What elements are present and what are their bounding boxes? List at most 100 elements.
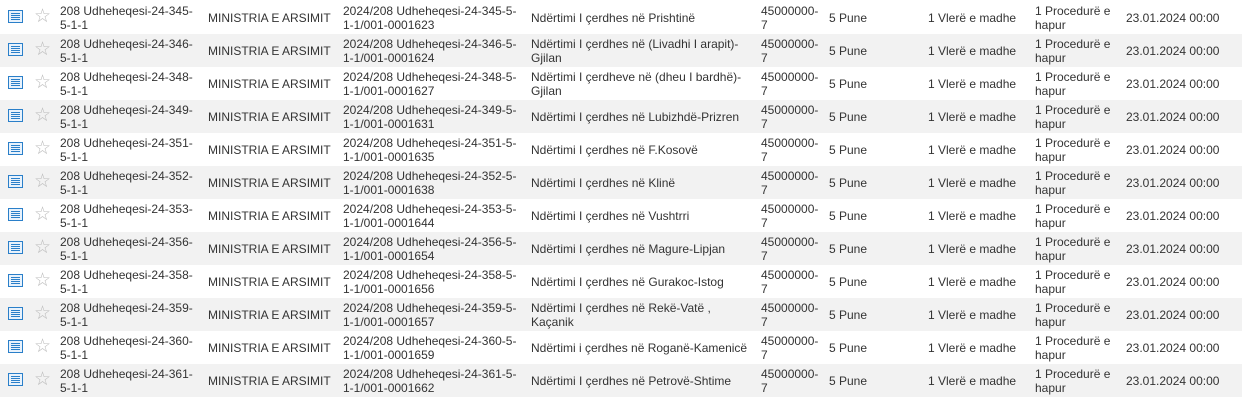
document-list-icon[interactable] [8,372,23,386]
cell-ref[interactable]: 2024/208 Udheheqesi-24-345-5-1-1/001-000… [343,3,517,32]
cell-value: 1 Vlerë e madhe [928,76,1017,91]
star-outline-icon[interactable]: ☆ [34,6,52,27]
cell-cpv: 45000000-7 [761,366,819,395]
cell-cpv: 45000000-7 [761,234,819,263]
document-list-icon[interactable] [8,240,23,254]
star-outline-icon[interactable]: ☆ [34,105,52,126]
cell-value: 1 Vlerë e madhe [928,373,1017,388]
cell-code[interactable]: 208 Udheheqesi-24-352-5-1-1 [60,168,193,197]
cell-type: 5 Pune [829,373,868,388]
cell-title[interactable]: Ndërtimi I çerdheve në (dheu I bardhë)-G… [531,69,742,98]
cell-cpv: 45000000-7 [761,135,819,164]
cell-ref[interactable]: 2024/208 Udheheqesi-24-359-5-1-1/001-000… [343,300,517,329]
document-list-icon[interactable] [8,174,23,188]
cell-title[interactable]: Ndërtimi I çerdhes në (Livadhi I arapit)… [531,36,739,65]
cell-code[interactable]: 208 Udheheqesi-24-346-5-1-1 [60,36,193,65]
cell-procedure: 1 Procedurë e hapur [1035,333,1111,362]
cell-date: 23.01.2024 00:00 [1126,373,1220,388]
cell-code[interactable]: 208 Udheheqesi-24-345-5-1-1 [60,3,193,32]
cell-date: 23.01.2024 00:00 [1126,10,1220,25]
cell-ref[interactable]: 2024/208 Udheheqesi-24-360-5-1-1/001-000… [343,333,517,362]
cell-ref[interactable]: 2024/208 Udheheqesi-24-356-5-1-1/001-000… [343,234,517,263]
cell-title[interactable]: Ndërtimi I çerdhes në Klinë [531,175,676,190]
cell-value: 1 Vlerë e madhe [928,241,1017,256]
cell-type: 5 Pune [829,76,868,91]
cell-code[interactable]: 208 Udheheqesi-24-353-5-1-1 [60,201,193,230]
cell-title[interactable]: Ndërtimi i çerdhes në Roganë-Kamenicë [531,340,748,355]
cell-value: 1 Vlerë e madhe [928,142,1017,157]
cell-ref[interactable]: 2024/208 Udheheqesi-24-352-5-1-1/001-000… [343,168,517,197]
star-outline-icon[interactable]: ☆ [34,303,52,324]
star-outline-icon[interactable]: ☆ [34,369,52,390]
cell-date: 23.01.2024 00:00 [1126,241,1220,256]
cell-authority: MINISTRIA E ARSIMIT [208,373,331,388]
cell-title[interactable]: Ndërtimi I çerdhes në Rekë-Vatë , Kaçani… [531,300,711,329]
document-list-icon[interactable] [8,273,23,287]
star-outline-icon[interactable]: ☆ [34,270,52,291]
cell-date: 23.01.2024 00:00 [1126,43,1220,58]
star-outline-icon[interactable]: ☆ [34,171,52,192]
cell-authority: MINISTRIA E ARSIMIT [208,340,331,355]
cell-code[interactable]: 208 Udheheqesi-24-351-5-1-1 [60,135,193,164]
cell-code[interactable]: 208 Udheheqesi-24-349-5-1-1 [60,102,193,131]
cell-code[interactable]: 208 Udheheqesi-24-360-5-1-1 [60,333,193,362]
cell-ref[interactable]: 2024/208 Udheheqesi-24-353-5-1-1/001-000… [343,201,517,230]
cell-title[interactable]: Ndërtimi I çerdhes në F.Kosovë [531,142,698,157]
cell-cpv: 45000000-7 [761,102,819,131]
cell-type: 5 Pune [829,142,868,157]
cell-ref[interactable]: 2024/208 Udheheqesi-24-351-5-1-1/001-000… [343,135,517,164]
cell-ref[interactable]: 2024/208 Udheheqesi-24-349-5-1-1/001-000… [343,102,517,131]
cell-type: 5 Pune [829,307,868,322]
star-outline-icon[interactable]: ☆ [34,336,52,357]
cell-title[interactable]: Ndërtimi I çerdhes në Magure-Lipjan [531,241,726,256]
table-row: ☆ 208 Udheheqesi-24-356-5-1-1 MINISTRIA E … [0,232,1242,265]
cell-procedure: 1 Procedurë e hapur [1035,36,1111,65]
table-row: ☆ 208 Udheheqesi-24-353-5-1-1 MINISTRIA E … [0,199,1242,232]
cell-ref[interactable]: 2024/208 Udheheqesi-24-361-5-1-1/001-000… [343,366,517,395]
cell-cpv: 45000000-7 [761,168,819,197]
star-outline-icon[interactable]: ☆ [34,138,52,159]
cell-date: 23.01.2024 00:00 [1126,109,1220,124]
cell-title[interactable]: Ndërtimi I çerdhes në Prishtinë [531,10,696,25]
cell-value: 1 Vlerë e madhe [928,10,1017,25]
cell-code[interactable]: 208 Udheheqesi-24-356-5-1-1 [60,234,193,263]
cell-ref[interactable]: 2024/208 Udheheqesi-24-348-5-1-1/001-000… [343,69,517,98]
cell-value: 1 Vlerë e madhe [928,43,1017,58]
cell-date: 23.01.2024 00:00 [1126,208,1220,223]
cell-code[interactable]: 208 Udheheqesi-24-348-5-1-1 [60,69,193,98]
cell-authority: MINISTRIA E ARSIMIT [208,307,331,322]
document-list-icon[interactable] [8,75,23,89]
document-list-icon[interactable] [8,306,23,320]
cell-type: 5 Pune [829,10,868,25]
star-outline-icon[interactable]: ☆ [34,204,52,225]
cell-procedure: 1 Procedurë e hapur [1035,234,1111,263]
cell-value: 1 Vlerë e madhe [928,274,1017,289]
document-list-icon[interactable] [8,339,23,353]
star-outline-icon[interactable]: ☆ [34,72,52,93]
cell-value: 1 Vlerë e madhe [928,109,1017,124]
star-outline-icon[interactable]: ☆ [34,39,52,60]
document-list-icon[interactable] [8,141,23,155]
cell-code[interactable]: 208 Udheheqesi-24-358-5-1-1 [60,267,193,296]
cell-procedure: 1 Procedurë e hapur [1035,102,1111,131]
cell-title[interactable]: Ndërtimi I çerdhes në Vushtrri [531,208,690,223]
cell-title[interactable]: Ndërtimi I çerdhes në Lubizhdë-Prizren [531,109,740,124]
document-list-icon[interactable] [8,108,23,122]
cell-authority: MINISTRIA E ARSIMIT [208,43,331,58]
cell-ref[interactable]: 2024/208 Udheheqesi-24-346-5-1-1/001-000… [343,36,517,65]
cell-value: 1 Vlerë e madhe [928,208,1017,223]
document-list-icon[interactable] [8,9,23,23]
document-list-icon[interactable] [8,207,23,221]
cell-title[interactable]: Ndërtimi I çerdhes në Petrovë-Shtime [531,373,732,388]
document-list-icon[interactable] [8,42,23,56]
cell-ref[interactable]: 2024/208 Udheheqesi-24-358-5-1-1/001-000… [343,267,517,296]
table-row: ☆ 208 Udheheqesi-24-358-5-1-1 MINISTRIA E … [0,265,1242,298]
cell-code[interactable]: 208 Udheheqesi-24-359-5-1-1 [60,300,193,329]
cell-code[interactable]: 208 Udheheqesi-24-361-5-1-1 [60,366,193,395]
cell-date: 23.01.2024 00:00 [1126,274,1220,289]
cell-title[interactable]: Ndërtimi I çerdhes në Gurakoc-Istog [531,274,724,289]
cell-authority: MINISTRIA E ARSIMIT [208,76,331,91]
cell-type: 5 Pune [829,43,868,58]
star-outline-icon[interactable]: ☆ [34,237,52,258]
